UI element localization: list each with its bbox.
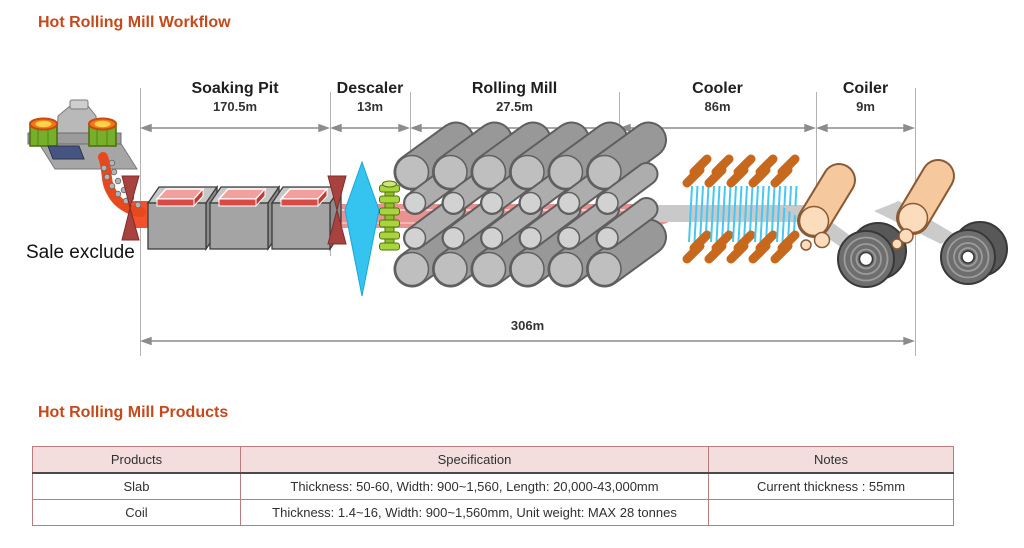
section-label-descaler: Descaler 13m bbox=[330, 80, 410, 115]
cell-notes bbox=[708, 499, 954, 526]
header-specification: Specification bbox=[240, 446, 709, 474]
section-name: Descaler bbox=[336, 80, 404, 97]
edger-rolls-icon bbox=[379, 180, 400, 251]
sale-exclude-label: Sale exclude bbox=[26, 242, 135, 263]
section-name: Coiler bbox=[842, 80, 889, 97]
section-label-soaking-pit: Soaking Pit 170.5m bbox=[140, 80, 330, 115]
workflow-title: Hot Rolling Mill Workflow bbox=[38, 14, 231, 31]
continuous-caster-icon bbox=[27, 99, 146, 217]
cell-specification: Thickness: 1.4~16, Width: 900~1,560mm, U… bbox=[240, 499, 709, 526]
down-coiler-icon bbox=[782, 163, 907, 288]
section-name: Rolling Mill bbox=[471, 80, 558, 97]
section-name: Soaking Pit bbox=[191, 80, 279, 97]
cell-product: Coil bbox=[32, 499, 241, 526]
cutter-icon bbox=[327, 175, 347, 245]
section-length: 27.5m bbox=[496, 99, 533, 115]
section-length: 13m bbox=[356, 99, 384, 115]
cutter-icon bbox=[121, 175, 140, 241]
section-length: 9m bbox=[856, 99, 875, 115]
table-row-coil: Coil Thickness: 1.4~16, Width: 900~1,560… bbox=[32, 499, 954, 526]
cell-specification: Thickness: 50-60, Width: 900~1,560, Leng… bbox=[240, 472, 709, 500]
section-label-cooler: Cooler 86m bbox=[619, 80, 816, 115]
section-name: Cooler bbox=[692, 80, 743, 97]
descaler-nozzle-icon bbox=[344, 160, 380, 297]
cell-notes: Current thickness : 55mm bbox=[708, 472, 954, 500]
section-label-coiler: Coiler 9m bbox=[816, 80, 915, 115]
total-length-label: 306m bbox=[510, 318, 545, 333]
table-row-slab: Slab Thickness: 50-60, Width: 900~1,560,… bbox=[32, 472, 954, 500]
header-notes: Notes bbox=[708, 446, 954, 474]
products-table: Products Specification Notes Slab Thickn… bbox=[32, 446, 954, 526]
section-length: 86m bbox=[704, 99, 731, 115]
down-coiler-icon bbox=[874, 159, 1008, 285]
workflow-diagram bbox=[27, 88, 1008, 356]
cell-product: Slab bbox=[32, 472, 241, 500]
header-products: Products bbox=[32, 446, 241, 474]
slab-furnace-boxes-icon bbox=[147, 186, 218, 250]
section-label-rolling-mill: Rolling Mill 27.5m bbox=[410, 80, 619, 115]
section-length: 170.5m bbox=[212, 99, 258, 115]
rolling-mill-stands-icon bbox=[396, 140, 649, 286]
table-header-row: Products Specification Notes bbox=[32, 446, 954, 474]
products-title: Hot Rolling Mill Products bbox=[38, 404, 229, 421]
slab-furnace-boxes-icon bbox=[209, 186, 280, 250]
